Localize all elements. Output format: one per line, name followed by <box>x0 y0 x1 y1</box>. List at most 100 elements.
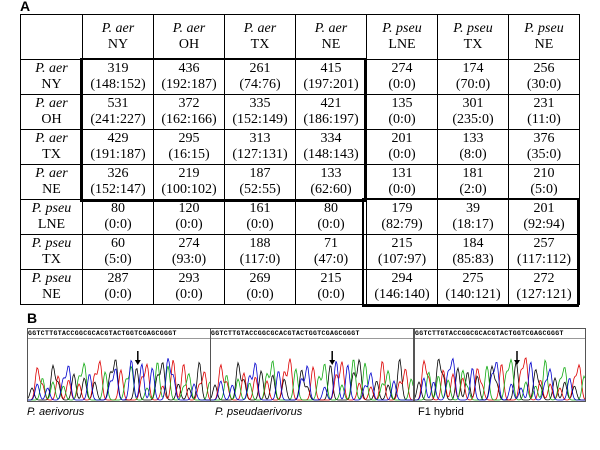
row-header: P. aer NY <box>20 59 83 95</box>
cell-line: 319 <box>107 61 129 76</box>
cell-line: 210 <box>533 166 555 181</box>
arrow-head <box>329 360 336 365</box>
cell-line: (148:143) <box>303 147 359 162</box>
cell-line: P. pseu <box>31 236 72 251</box>
column-header: P. aer TX <box>224 14 296 60</box>
table-cell: 201 (92:94) <box>508 199 580 235</box>
panel-label: B <box>27 310 38 326</box>
cell-line: P. pseu <box>31 271 72 286</box>
table-row: P. pseu LNE 80 (0:0) 120 (0:0) 161 (0:0) 80 (0:0)… <box>20 199 580 235</box>
table-row: P. aer NY 319 (148:152) 436 (192:187) 261 (74:7… <box>20 59 580 95</box>
cell-line: 187 <box>249 166 271 181</box>
trace-line <box>415 357 585 401</box>
cell-line: (30:0) <box>526 77 562 92</box>
cell-line: (18:17) <box>452 217 494 232</box>
table-cell: 131 (0:0) <box>366 164 438 200</box>
caption: P. aerivorus <box>27 406 85 418</box>
cell-line: (5:0) <box>530 182 558 197</box>
table-cell: 231 (11:0) <box>508 94 580 130</box>
trace-plot <box>211 351 413 401</box>
cell-line: (0:0) <box>317 217 345 232</box>
table-cell: 287 (0:0) <box>82 269 154 305</box>
cell-line: (8:0) <box>459 147 487 162</box>
cell-line: 274 <box>178 236 200 251</box>
table-cell: 335 (152:149) <box>224 94 296 130</box>
cell-line: LNE <box>37 217 66 232</box>
table-cell: 261 (74:76) <box>224 59 296 95</box>
row-header: P. pseu TX <box>20 234 83 270</box>
cell-line: (162:166) <box>161 112 217 127</box>
table-cell: 429 (191:187) <box>82 129 154 165</box>
caption: F1 hybrid <box>418 406 464 418</box>
cell-line: 135 <box>391 96 413 111</box>
cell-line: (146:140) <box>374 287 430 302</box>
cell-line: (100:102) <box>161 182 217 197</box>
cell-line: TX <box>42 252 61 267</box>
sequence: GGTCTTGTACCGGCGCACGTACTGGTCGAGCGGGT <box>211 329 413 339</box>
cell-line: 335 <box>249 96 271 111</box>
cell-line: 80 <box>111 201 125 216</box>
trace-plot <box>28 351 211 401</box>
table-cell: 80 (0:0) <box>82 199 154 235</box>
table-cell: 334 (148:143) <box>295 129 367 165</box>
table-cell: 215 (0:0) <box>295 269 367 305</box>
table-cell: 274 (93:0) <box>153 234 225 270</box>
table-cell: 326 (152:147) <box>82 164 154 200</box>
cell-line: TX <box>42 147 61 162</box>
cell-line: 71 <box>324 236 338 251</box>
cell-line: 313 <box>249 131 271 146</box>
table-cell: 257 (117:112) <box>508 234 580 270</box>
trace-panel: GGTCTTGTACCGGCGCACGTACTGGTCGAGCGGGT <box>414 328 586 402</box>
caption: P. pseudaerivorus <box>215 406 303 418</box>
cell-line: (152:149) <box>232 112 288 127</box>
table-cell: 133 (62:60) <box>295 164 367 200</box>
header-row: P. aer NY P. aer OH P. aer TX P. aer NE P. pseu L… <box>20 14 580 60</box>
row-header: P. pseu LNE <box>20 199 83 235</box>
cell-line: 257 <box>533 236 555 251</box>
cell-line: 421 <box>320 96 342 111</box>
cell-line: (107:97) <box>377 252 427 267</box>
table-cell: 531 (241:227) <box>82 94 154 130</box>
trace-line <box>28 359 211 401</box>
cell-line: P. aer <box>35 131 68 146</box>
table-cell: 376 (35:0) <box>508 129 580 165</box>
cell-line: (47:0) <box>313 252 349 267</box>
trace-plot <box>415 351 585 401</box>
cell-line: (82:79) <box>381 217 423 232</box>
table-cell: 436 (192:187) <box>153 59 225 95</box>
cell-line: (74:76) <box>239 77 281 92</box>
cell-line: TX <box>463 37 483 52</box>
cell-line: 133 <box>462 131 484 146</box>
cell-line: 272 <box>533 271 555 286</box>
cell-line: 215 <box>391 236 413 251</box>
table-cell: 301 (235:0) <box>437 94 509 130</box>
table-cell: 294 (146:140) <box>366 269 438 305</box>
cell-line: 261 <box>249 61 271 76</box>
table-cell: 272 (127:121) <box>508 269 580 305</box>
cell-line: 184 <box>462 236 484 251</box>
arrow-head <box>514 360 520 365</box>
cell-line: (5:0) <box>104 252 132 267</box>
cell-line: P. aer <box>35 96 68 111</box>
trace-panel: GGTCTTGTACCGGCGCACGTACTGGTCGAGCGGGT <box>210 328 414 402</box>
cell-line: P. pseu <box>31 201 72 216</box>
table-row: P. pseu TX 60 (5:0) 274 (93:0) 188 (117:0) 71 (47… <box>20 234 580 270</box>
cell-line: (117:0) <box>239 252 281 267</box>
cell-line: 294 <box>391 271 413 286</box>
table-cell: 319 (148:152) <box>82 59 154 95</box>
column-header: P. aer NE <box>295 14 367 60</box>
cell-line: (85:83) <box>452 252 494 267</box>
table-cell: 60 (5:0) <box>82 234 154 270</box>
table-cell: 256 (30:0) <box>508 59 580 95</box>
cell-line: 326 <box>107 166 129 181</box>
cell-line: (93:0) <box>171 252 207 267</box>
cell-line: (0:0) <box>104 217 132 232</box>
table-cell: 161 (0:0) <box>224 199 296 235</box>
cell-line: (0:0) <box>175 217 203 232</box>
cell-line: (191:187) <box>90 147 146 162</box>
cell-line: NY <box>107 37 129 52</box>
cell-line: (127:131) <box>232 147 288 162</box>
trace-line <box>28 358 211 401</box>
cell-line: (192:187) <box>161 77 217 92</box>
